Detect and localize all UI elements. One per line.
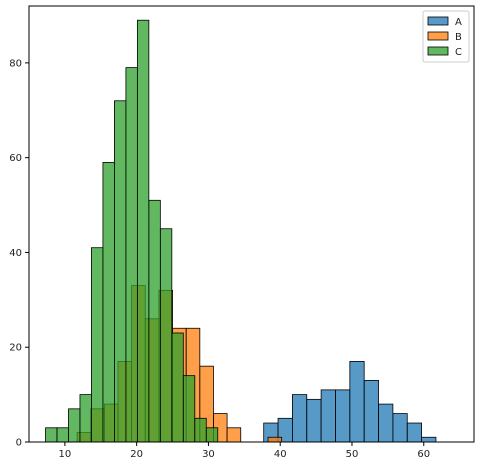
bar-A-8 [378, 403, 394, 443]
bar-C-11 [171, 332, 184, 443]
bar-C-2 [68, 408, 81, 443]
legend-swatch-A [427, 16, 449, 26]
legend-label-B: B [455, 32, 462, 43]
y-tick-label: 60 [9, 153, 22, 164]
bar-C-6 [114, 100, 127, 443]
bar-C-8 [136, 19, 150, 443]
bar-A-4 [320, 389, 336, 443]
bar-A-3 [306, 398, 322, 443]
x-tick-label: 40 [274, 449, 287, 460]
x-tick-label: 10 [59, 449, 72, 460]
bar-A-5 [335, 389, 351, 443]
bars-layer [45, 19, 437, 443]
bar-A-2 [292, 394, 308, 443]
bar-C-14 [205, 427, 219, 443]
bar-A-9 [392, 413, 408, 443]
legend-swatch-B [427, 31, 449, 41]
y-tick-label: 40 [9, 248, 22, 259]
bar-C-5 [102, 161, 115, 443]
bar-A-11 [421, 436, 437, 443]
x-tick-label: 60 [417, 449, 430, 460]
bar-C-12 [182, 375, 196, 443]
bar-C-0 [45, 427, 58, 443]
y-axis: 0 20 40 60 80 [9, 58, 29, 449]
y-tick-label: 0 [16, 438, 22, 449]
bar-A-7 [363, 379, 379, 443]
x-axis: 10 20 30 40 50 60 [59, 442, 430, 460]
bar-C-1 [56, 427, 69, 443]
x-tick-label: 50 [346, 449, 359, 460]
bar-C-7 [125, 67, 138, 443]
series-C [45, 19, 219, 443]
bar-C-3 [79, 394, 92, 443]
bar-A-6 [349, 361, 365, 443]
bar-A-10 [406, 422, 423, 443]
x-tick-label: 30 [202, 449, 215, 460]
legend-swatch-C [427, 46, 449, 56]
legend-label-A: A [455, 17, 462, 28]
legend: ABC [422, 10, 470, 63]
bar-C-13 [194, 417, 207, 443]
bar-C-9 [148, 199, 161, 443]
series-A [263, 361, 437, 443]
bar-B-14 [267, 436, 283, 443]
bar-B-11 [226, 427, 242, 443]
plot-frame [28, 5, 475, 443]
y-tick-label: 20 [9, 343, 22, 354]
x-tick-label: 20 [130, 449, 143, 460]
y-tick-label: 80 [9, 58, 22, 69]
bar-C-10 [159, 228, 173, 443]
bar-C-4 [91, 247, 104, 443]
legend-label-C: C [455, 47, 462, 58]
